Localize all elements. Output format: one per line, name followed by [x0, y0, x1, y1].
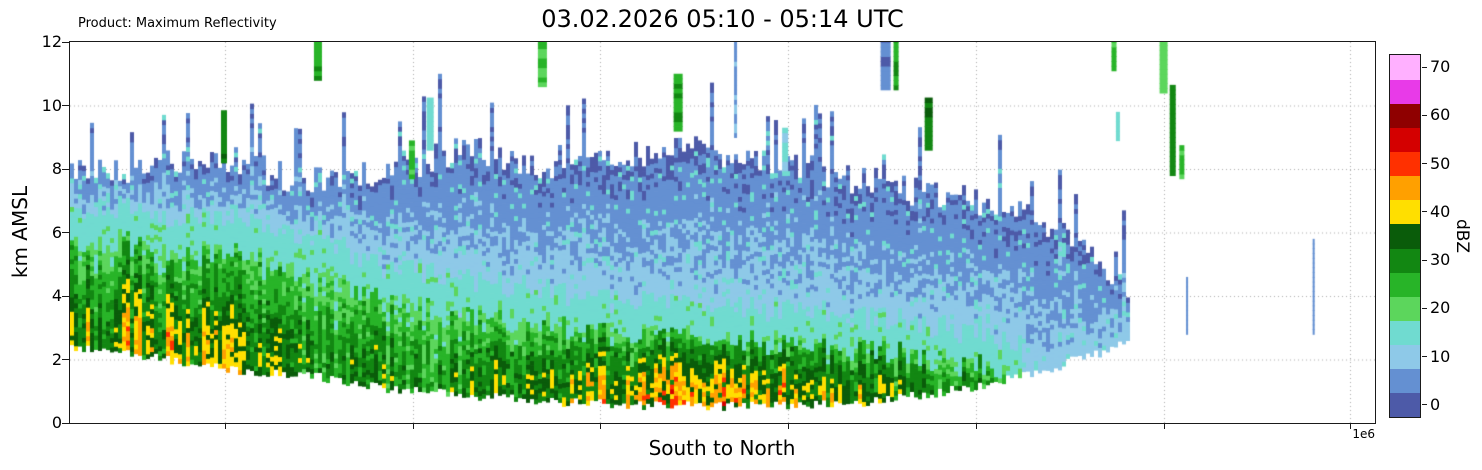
y-tick-label: 4 — [51, 286, 62, 305]
colorbar-tick-label: 70 — [1430, 57, 1451, 77]
colorbar-tick-mark — [1422, 163, 1427, 165]
colorbar-tick-label: 0 — [1430, 394, 1441, 414]
y-tick-label: 6 — [51, 222, 62, 242]
colorbar-tick-mark — [1422, 356, 1427, 358]
plot-frame — [69, 41, 1376, 424]
colorbar — [1389, 54, 1421, 418]
y-axis-label: km AMSL — [8, 185, 32, 279]
y-tick-mark — [62, 41, 69, 43]
colorbar-segment — [1390, 272, 1420, 297]
colorbar-segment — [1390, 296, 1420, 321]
x-axis-label: South to North — [648, 436, 796, 460]
y-tick-label: 8 — [51, 159, 62, 178]
y-tick-mark — [62, 422, 69, 424]
y-tick-mark — [62, 105, 69, 106]
y-tick-mark — [62, 359, 69, 360]
x-tick-mark — [225, 424, 227, 429]
y-tick-mark — [62, 295, 69, 297]
colorbar-segment — [1390, 248, 1420, 273]
colorbar-tick-label: 30 — [1430, 250, 1451, 270]
x-tick-mark — [413, 424, 415, 429]
colorbar-segment — [1390, 151, 1420, 177]
x-tick-mark — [787, 424, 789, 429]
colorbar-tick-label: 40 — [1430, 201, 1451, 221]
y-tick-mark — [62, 232, 69, 233]
colorbar-segment — [1390, 392, 1420, 418]
colorbar-segment — [1390, 320, 1420, 346]
chart-title: 03.02.2026 05:10 - 05:14 UTC — [541, 5, 904, 33]
y-tick-label: 10 — [41, 95, 62, 115]
y-tick-label: 0 — [51, 413, 62, 432]
colorbar-tick-label: 50 — [1430, 153, 1451, 173]
colorbar-tick-mark — [1422, 259, 1427, 261]
colorbar-segment — [1390, 55, 1420, 80]
x-axis-offset-label: 1e6 — [1352, 427, 1375, 441]
x-tick-mark — [1163, 424, 1165, 429]
colorbar-tick-mark — [1422, 307, 1427, 309]
colorbar-segment — [1390, 103, 1420, 128]
colorbar-segment — [1390, 175, 1420, 201]
x-tick-mark — [975, 424, 977, 429]
y-tick-label: 12 — [41, 32, 62, 51]
product-label: Product: Maximum Reflectivity — [78, 16, 277, 31]
x-tick-mark — [1350, 424, 1352, 429]
colorbar-segment — [1390, 127, 1420, 153]
colorbar-tick-label: 10 — [1430, 346, 1451, 366]
x-tick-mark — [599, 424, 601, 429]
colorbar-tick-label: 20 — [1430, 298, 1451, 318]
colorbar-tick-mark — [1422, 404, 1427, 406]
colorbar-tick-mark — [1422, 66, 1427, 68]
colorbar-segment — [1390, 79, 1420, 104]
colorbar-segment — [1390, 199, 1420, 225]
colorbar-tick-label: 60 — [1430, 105, 1451, 125]
y-tick-label: 2 — [51, 349, 62, 369]
colorbar-segment — [1390, 223, 1420, 249]
y-tick-mark — [62, 168, 69, 170]
colorbar-tick-mark — [1422, 114, 1427, 116]
colorbar-tick-mark — [1422, 211, 1427, 213]
reflectivity-heatmap — [70, 42, 1375, 423]
colorbar-segment — [1390, 344, 1420, 370]
colorbar-segment — [1390, 368, 1420, 394]
